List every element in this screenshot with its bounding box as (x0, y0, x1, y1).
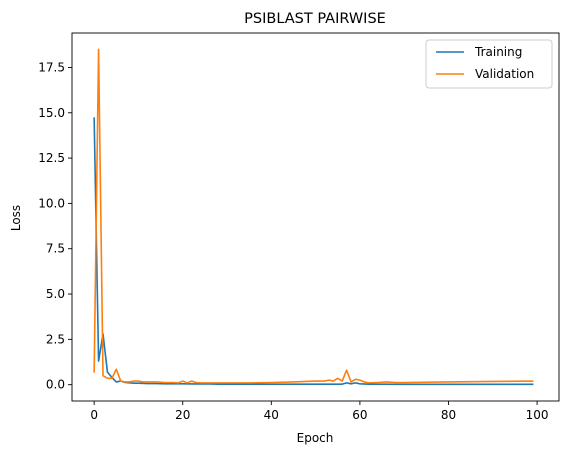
x-tick-label: 60 (352, 408, 367, 422)
axes-frame (71, 32, 560, 402)
y-tick-label: 7.5 (46, 242, 65, 256)
y-tick-label: 0.0 (46, 378, 65, 392)
y-axis-label: Loss (9, 205, 23, 231)
chart-title: PSIBLAST PAIRWISE (244, 11, 386, 27)
y-tick-label: 17.5 (38, 60, 65, 74)
legend-label-training: Training (474, 45, 522, 59)
x-axis-label: Epoch (297, 431, 334, 445)
y-tick-label: 15.0 (38, 106, 65, 120)
y-tick-label: 5.0 (46, 287, 65, 301)
x-tick-label: 20 (175, 408, 190, 422)
y-tick-label: 10.0 (38, 196, 65, 210)
legend-label-validation: Validation (475, 67, 534, 81)
x-tick-label: 100 (526, 408, 549, 422)
x-tick-label: 40 (264, 408, 279, 422)
series-line-validation (93, 48, 534, 384)
x-tick-label: 0 (90, 408, 98, 422)
x-tick-label: 80 (441, 408, 456, 422)
y-tick-label: 12.5 (38, 151, 65, 165)
legend: Training Validation (425, 39, 553, 89)
y-tick-label: 2.5 (46, 332, 65, 346)
plot-area: 0 20 40 60 80 100 0.0 2.5 5.0 7.5 10.0 12.5 15.0 17.5 (38, 32, 560, 422)
